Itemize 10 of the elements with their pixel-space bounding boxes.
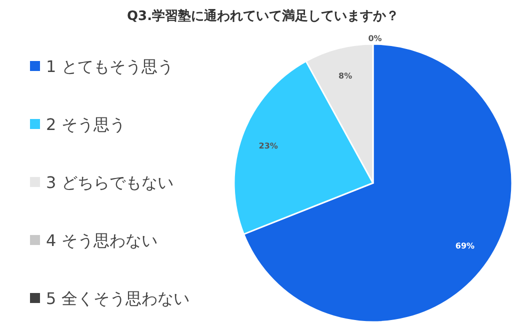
legend-label: 3 どちらでもない: [46, 173, 174, 192]
legend-label: 1 とてもそう思う: [46, 57, 174, 76]
legend-label: 4 そう思わない: [46, 231, 158, 250]
chart-title: Q3.学習塾に通われていて満足していますか？: [126, 8, 400, 24]
legend-label: 5 全くそう思わない: [46, 289, 190, 308]
data-label: 69%: [455, 242, 475, 251]
legend-label: 2 そう思う: [46, 115, 126, 134]
data-label: 23%: [258, 141, 278, 150]
data-label: 8%: [338, 71, 352, 80]
text: 0%: [368, 34, 382, 43]
